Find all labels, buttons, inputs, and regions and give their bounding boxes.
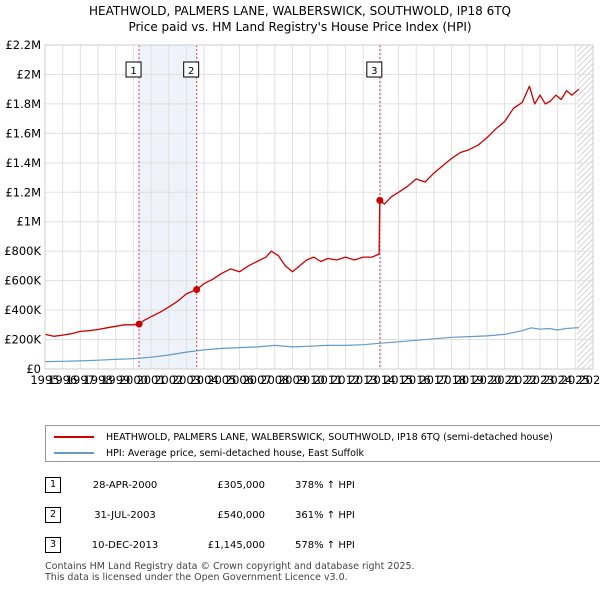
x-tick-label: 1996 xyxy=(48,373,77,387)
sale-date: 28-APR-2000 xyxy=(92,479,158,491)
legend-swatch-property xyxy=(54,436,94,438)
price-chart: £0 £200K £400K £600K £800K £1M £1.2M £1.4M £1.6M… xyxy=(4,38,600,387)
plot-border xyxy=(44,44,594,370)
y-tick-label: £1.6M xyxy=(5,126,41,140)
legend-item-property: HEATHWOLD, PALMERS LANE, WALBERSWICK, SO… xyxy=(54,429,553,445)
sale-number-badge: 3 xyxy=(45,537,61,553)
sale-label-box xyxy=(183,61,200,78)
chart-title-line1: HEATHWOLD, PALMERS LANE, WALBERSWICK, SO… xyxy=(88,4,511,18)
sale-number-badge: 1 xyxy=(45,477,61,493)
x-tick-label: 2014 xyxy=(366,373,395,387)
x-tick-label: 2013 xyxy=(349,373,378,387)
x-tick-label: 2011 xyxy=(313,373,342,387)
y-tick-label: £800K xyxy=(4,244,41,258)
sale-label-number: 3 xyxy=(371,66,377,77)
x-tick-label: 2025 xyxy=(561,373,590,387)
x-tick-label: 2015 xyxy=(384,373,413,387)
sale-price: £305,000 xyxy=(217,479,265,491)
x-tick-label: 2008 xyxy=(260,373,289,387)
x-tick-label: 2023 xyxy=(525,373,554,387)
sale-point xyxy=(193,285,201,293)
x-tick-label: 2000 xyxy=(119,373,148,387)
sale-hpi-change: 378% ↑ HPI xyxy=(295,479,355,491)
x-tick-label: 2022 xyxy=(508,373,537,387)
y-tick-label: £200K xyxy=(4,333,41,347)
sale-hpi-change: 361% ↑ HPI xyxy=(295,509,355,521)
x-tick-label: 2003 xyxy=(172,373,201,387)
x-tick-label: 2010 xyxy=(296,373,325,387)
sale-date: 10-DEC-2013 xyxy=(91,539,159,551)
y-tick-label: £1M xyxy=(16,215,41,229)
property-price-line xyxy=(44,85,580,337)
chart-title-line2: Price paid vs. HM Land Registry's House … xyxy=(128,20,472,34)
sale-price: £540,000 xyxy=(217,509,265,521)
y-tick-label: £400K xyxy=(4,303,41,317)
x-tick-label: 1995 xyxy=(30,373,59,387)
x-tick-label: 2017 xyxy=(419,373,448,387)
hpi-line xyxy=(44,327,579,363)
x-tick-label: 2002 xyxy=(154,373,183,387)
x-tick-label: 2026 xyxy=(578,373,600,387)
plot-area xyxy=(45,45,593,369)
sale-row: 1 28-APR-2000 £305,000 378% ↑ HPI xyxy=(45,475,445,495)
x-tick-label: 2018 xyxy=(437,373,466,387)
shaded-period xyxy=(139,45,197,369)
y-tick-label: £2M xyxy=(16,67,41,81)
y-tick-label: £1.8M xyxy=(5,97,41,111)
x-tick-label: 2019 xyxy=(455,373,484,387)
legend-swatch-hpi xyxy=(54,452,94,454)
y-tick-label: £1.4M xyxy=(5,156,41,170)
sale-label-box xyxy=(125,61,142,78)
legend-label-hpi: HPI: Average price, semi-detached house,… xyxy=(106,447,365,459)
future-hatch xyxy=(577,45,593,369)
x-tick-label: 2001 xyxy=(136,373,165,387)
footer: Contains HM Land Registry data © Crown c… xyxy=(45,561,415,583)
footer-copyright: Contains HM Land Registry data © Crown c… xyxy=(45,561,415,572)
x-tick-label: 2024 xyxy=(543,373,572,387)
x-tick-label: 2004 xyxy=(189,373,218,387)
x-tick-label: 1999 xyxy=(101,373,130,387)
y-tick-label: £0 xyxy=(26,362,41,376)
x-tick-label: 2009 xyxy=(278,373,307,387)
sale-row: 2 31-JUL-2003 £540,000 361% ↑ HPI xyxy=(45,505,445,525)
sale-label-box xyxy=(366,61,383,78)
sale-label-number: 2 xyxy=(188,66,194,77)
legend-item-hpi: HPI: Average price, semi-detached house,… xyxy=(54,445,364,461)
y-tick-label: £1.2M xyxy=(5,185,41,199)
sale-date: 31-JUL-2003 xyxy=(94,509,156,521)
sale-point xyxy=(135,320,143,328)
sale-label-number: 1 xyxy=(130,66,136,77)
legend-label-property: HEATHWOLD, PALMERS LANE, WALBERSWICK, SO… xyxy=(106,431,553,443)
sale-row: 3 10-DEC-2013 £1,145,000 578% ↑ HPI xyxy=(45,535,445,555)
x-tick-label: 2012 xyxy=(331,373,360,387)
sale-price: £1,145,000 xyxy=(207,539,265,551)
x-tick-label: 2007 xyxy=(242,373,271,387)
footer-licence: This data is licensed under the Open Gov… xyxy=(45,572,348,583)
sale-hpi-change: 578% ↑ HPI xyxy=(295,539,355,551)
x-tick-label: 1997 xyxy=(66,373,95,387)
legend: HEATHWOLD, PALMERS LANE, WALBERSWICK, SO… xyxy=(45,425,600,462)
sale-point xyxy=(376,196,384,204)
y-tick-label: £2.2M xyxy=(5,38,41,52)
x-tick-label: 1998 xyxy=(83,373,112,387)
sale-number-badge: 2 xyxy=(45,507,61,523)
x-tick-label: 2005 xyxy=(207,373,236,387)
x-tick-label: 2020 xyxy=(472,373,501,387)
y-tick-label: £600K xyxy=(4,274,41,288)
x-tick-label: 2016 xyxy=(402,373,431,387)
x-tick-label: 2006 xyxy=(225,373,254,387)
x-tick-label: 2021 xyxy=(490,373,519,387)
